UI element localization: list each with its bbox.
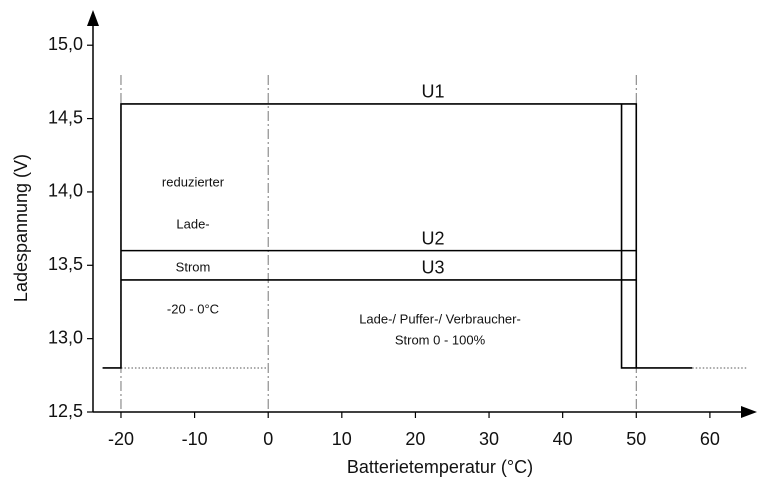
x-tick-label: -10 (182, 429, 208, 449)
y-tick-label: 15,0 (48, 34, 83, 54)
x-tick-label: 40 (553, 429, 573, 449)
x-tick-label: 30 (479, 429, 499, 449)
annotation: -20 - 0°C (167, 301, 219, 316)
y-axis-label: Ladespannung (V) (11, 154, 31, 302)
annotation: Lade- (176, 216, 209, 231)
series-line (102, 103, 693, 369)
x-tick-label: -20 (108, 429, 134, 449)
series-label: U3 (421, 258, 444, 278)
annotation: Lade-/ Puffer-/ Verbraucher- (359, 311, 521, 326)
y-tick-label: 12,5 (48, 401, 83, 421)
annotation: Strom (176, 259, 211, 274)
y-axis-arrow (87, 10, 99, 26)
annotation: Strom 0 - 100% (395, 332, 486, 347)
y-tick-label: 13,0 (48, 327, 83, 347)
x-tick-label: 20 (405, 429, 425, 449)
x-tick-label: 50 (626, 429, 646, 449)
x-tick-label: 60 (700, 429, 720, 449)
annotation: reduzierter (162, 174, 225, 189)
x-axis-label: Batterietemperatur (°C) (347, 457, 533, 477)
series-label: U2 (421, 228, 444, 248)
x-tick-label: 0 (263, 429, 273, 449)
y-tick-label: 14,5 (48, 107, 83, 127)
x-tick-label: 10 (332, 429, 352, 449)
y-tick-label: 14,0 (48, 181, 83, 201)
y-tick-label: 13,5 (48, 254, 83, 274)
x-axis-arrow (741, 406, 757, 418)
series-label: U1 (421, 82, 444, 102)
